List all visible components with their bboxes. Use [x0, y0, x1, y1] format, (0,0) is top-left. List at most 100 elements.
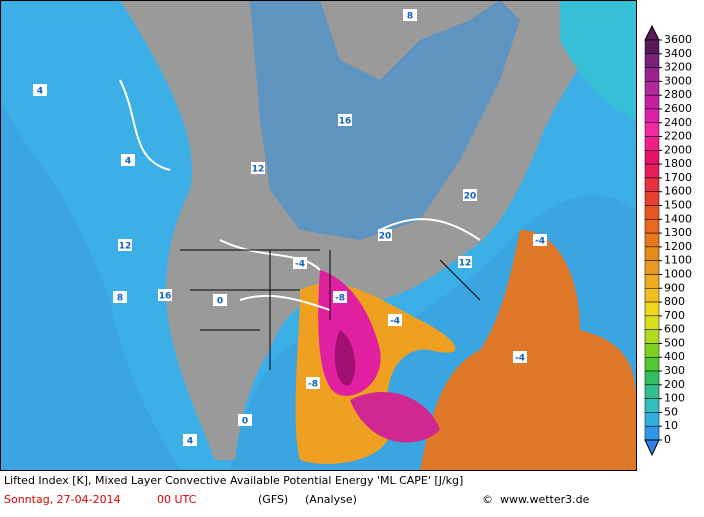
cbar-label: 900	[664, 281, 685, 294]
cbar-label: 3400	[664, 47, 692, 60]
map-label-box	[113, 291, 127, 303]
cbar-band	[644, 219, 660, 234]
cbar-band	[644, 163, 660, 179]
cbar-band	[644, 94, 660, 110]
cbar-label: 2200	[664, 130, 692, 143]
cbar-label: 600	[664, 323, 685, 336]
footer-model: (GFS)	[258, 493, 288, 506]
cbar-label: 700	[664, 309, 685, 322]
footer-title: Lifted Index [K], Mixed Layer Convective…	[4, 474, 463, 487]
cbar-band	[644, 150, 660, 165]
cbar-band	[644, 356, 660, 372]
map-label: 8	[407, 12, 413, 22]
map-label-box	[463, 189, 477, 201]
map-label: 0	[242, 417, 248, 427]
map-label: -8	[335, 294, 345, 304]
map-label: -4	[390, 317, 400, 327]
cape-purple	[334, 330, 356, 386]
cbar-band	[644, 412, 660, 427]
map-label-box	[338, 114, 352, 126]
cbar-label: 200	[664, 378, 685, 391]
map-label-box	[118, 239, 132, 251]
cbar-label: 10	[664, 419, 678, 432]
cbar-label: 1700	[664, 171, 692, 184]
map-label-box	[333, 291, 347, 303]
borders	[180, 249, 481, 370]
cbar-label: 3600	[664, 33, 692, 46]
cbar-band	[644, 384, 660, 399]
footer-run: (Analyse)	[305, 493, 357, 506]
cbar-band	[644, 122, 660, 137]
map-frame	[0, 0, 637, 471]
map-label-box	[458, 256, 472, 268]
cbar-band	[644, 81, 660, 96]
cbar-band	[644, 136, 660, 151]
cbar-band	[644, 315, 660, 330]
cbar-label: 2800	[664, 88, 692, 101]
cbar-band	[644, 67, 660, 82]
cbar-label: 2000	[664, 143, 692, 156]
map-label-box	[121, 154, 135, 166]
map-label: -8	[308, 380, 318, 390]
cbar-band	[644, 288, 660, 303]
map-label-box	[403, 9, 417, 21]
cbar-label: 500	[664, 336, 685, 349]
cbar-label: 1300	[664, 226, 692, 239]
cbar-band	[644, 370, 660, 386]
cbar-label: 1200	[664, 240, 692, 253]
map-label-box	[378, 229, 392, 241]
cbar-label: 1000	[664, 267, 692, 280]
cbar-label: 2600	[664, 102, 692, 115]
cbar-band	[644, 108, 660, 124]
cbar-label: 0	[664, 433, 671, 446]
map-label-box	[513, 351, 527, 363]
cbar-band	[644, 39, 660, 55]
cbar-label: 300	[664, 364, 685, 377]
map-label: 4	[125, 157, 131, 167]
map-label-box	[213, 294, 227, 306]
blue-area	[250, 0, 520, 240]
cyan-area	[560, 0, 636, 120]
map-label-box	[533, 234, 547, 246]
cape-orange-east	[420, 230, 636, 471]
cbar-band	[644, 191, 660, 206]
map-label: 20	[379, 232, 392, 242]
map-label-box	[388, 314, 402, 326]
cbar-top-arrow	[644, 24, 660, 41]
cbar-label: 1800	[664, 157, 692, 170]
cbar-band	[644, 53, 660, 68]
copyright: ©	[482, 493, 493, 506]
map-label: 4	[37, 87, 43, 97]
cbar-band	[644, 274, 660, 289]
cbar-band	[644, 398, 660, 413]
map-label: -4	[535, 237, 545, 247]
cbar-band	[644, 260, 660, 275]
cbar-bottom-arrow	[644, 439, 660, 457]
footer-source: www.wetter3.de	[500, 493, 590, 506]
cbar-label: 50	[664, 405, 678, 418]
cbar-label: 2400	[664, 116, 692, 129]
map-label-box	[183, 434, 197, 446]
cbar-label: 1100	[664, 254, 692, 267]
cbar-band	[644, 329, 660, 344]
cbar-band	[644, 343, 660, 358]
cbar-band	[644, 301, 660, 317]
cbar-label: 1500	[664, 199, 692, 212]
map-label: 16	[159, 292, 172, 302]
map-label: 4	[187, 437, 193, 447]
cape-magenta-south	[350, 391, 440, 443]
map-label: 16	[339, 117, 352, 127]
map-label: -4	[515, 354, 525, 364]
cbar-label: 1400	[664, 212, 692, 225]
cbar-band	[644, 205, 660, 220]
contours	[119, 79, 481, 311]
map-label-box	[238, 414, 252, 426]
cbar-label: 1600	[664, 185, 692, 198]
cbar-band	[644, 425, 660, 441]
footer-time: 00 UTC	[157, 493, 197, 506]
map-label: 0	[217, 297, 223, 307]
footer-date: Sonntag, 27-04-2014	[4, 493, 121, 506]
map-label: -4	[295, 260, 305, 270]
map-label: 20	[464, 192, 477, 202]
cbar-label: 400	[664, 350, 685, 363]
